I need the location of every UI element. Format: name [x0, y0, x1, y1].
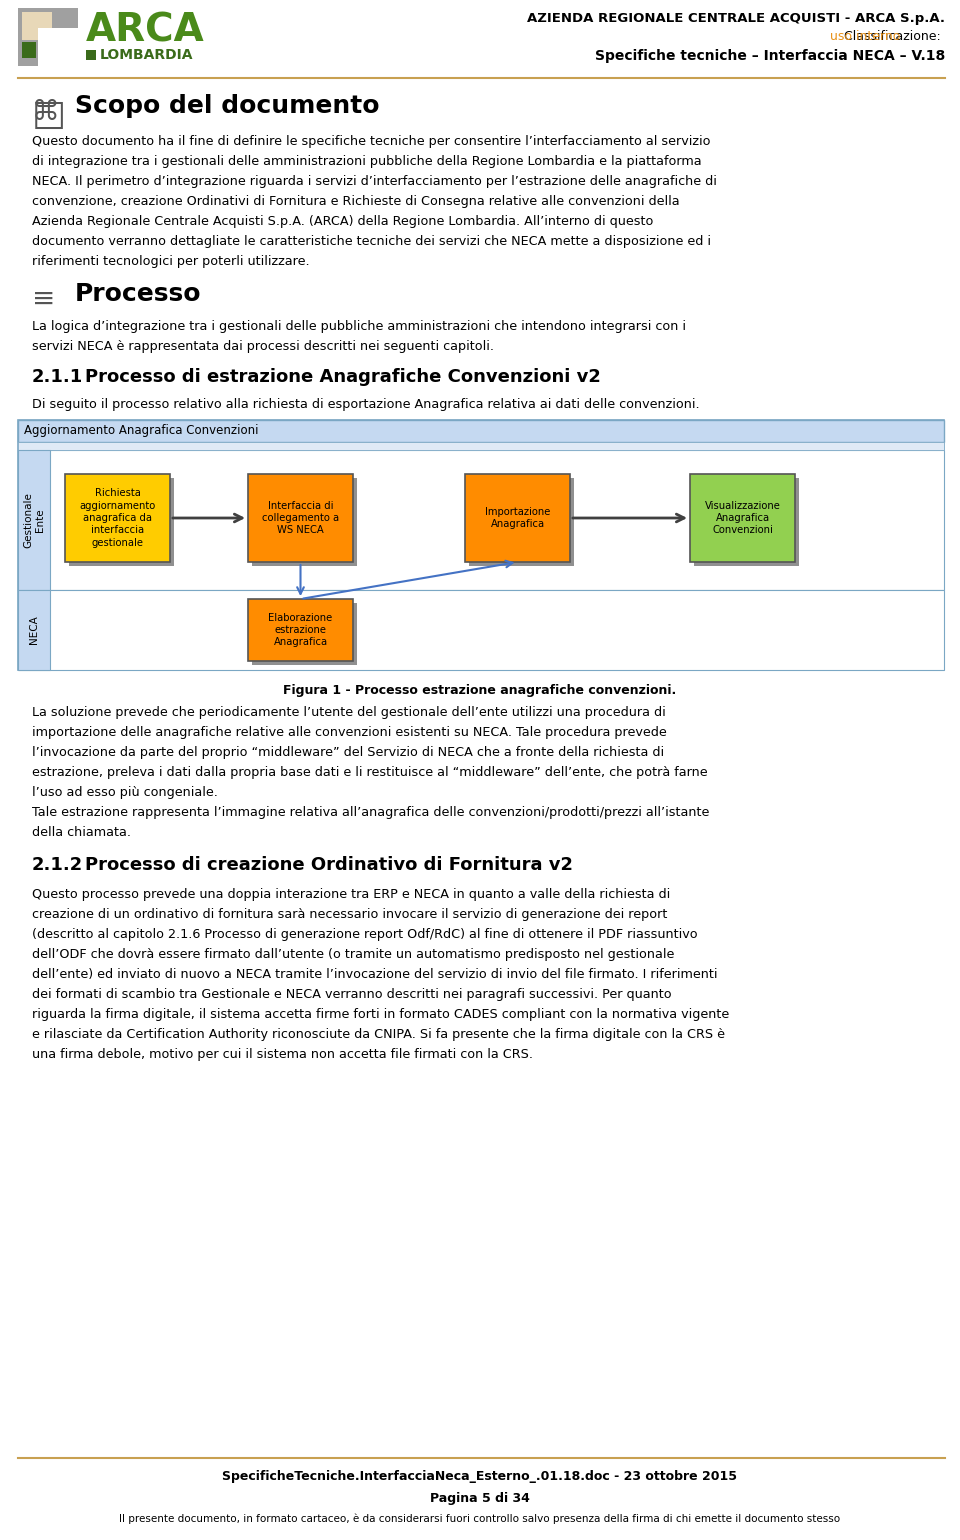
FancyBboxPatch shape: [86, 49, 96, 60]
Text: AZIENDA REGIONALE CENTRALE ACQUISTI - ARCA S.p.A.: AZIENDA REGIONALE CENTRALE ACQUISTI - AR…: [527, 12, 945, 25]
FancyBboxPatch shape: [22, 42, 36, 59]
Text: Processo di creazione Ordinativo di Fornitura v2: Processo di creazione Ordinativo di Forn…: [85, 856, 573, 875]
Text: 2.1.2: 2.1.2: [32, 856, 84, 875]
Text: SpecificheTecniche.InterfacciaNeca_Esterno_.01.18.doc - 23 ottobre 2015: SpecificheTecniche.InterfacciaNeca_Ester…: [223, 1471, 737, 1483]
Text: LOMBARDIA: LOMBARDIA: [100, 48, 194, 62]
Text: Processo di estrazione Anagrafiche Convenzioni v2: Processo di estrazione Anagrafiche Conve…: [85, 368, 601, 387]
Text: estrazione, preleva i dati dalla propria base dati e li restituisce al “middlewa: estrazione, preleva i dati dalla propria…: [32, 765, 708, 779]
FancyBboxPatch shape: [18, 8, 78, 66]
Text: e rilasciate da Certification Authority riconosciute da CNIPA. Si fa presente ch: e rilasciate da Certification Authority …: [32, 1029, 725, 1041]
Text: Di seguito il processo relativo alla richiesta di esportazione Anagrafica relati: Di seguito il processo relativo alla ric…: [32, 397, 700, 411]
FancyBboxPatch shape: [465, 474, 570, 562]
Text: Questo documento ha il fine di definire le specifiche tecniche per consentire l’: Questo documento ha il fine di definire …: [32, 136, 710, 148]
FancyBboxPatch shape: [18, 442, 944, 450]
Text: Aggiornamento Anagrafica Convenzioni: Aggiornamento Anagrafica Convenzioni: [24, 424, 258, 437]
Text: di integrazione tra i gestionali delle amministrazioni pubbliche della Regione L: di integrazione tra i gestionali delle a…: [32, 156, 702, 168]
Text: Interfaccia di
collegamento a
WS NECA: Interfaccia di collegamento a WS NECA: [262, 500, 339, 536]
FancyBboxPatch shape: [469, 477, 574, 567]
Text: Scopo del documento: Scopo del documento: [75, 94, 379, 119]
Text: l’invocazione da parte del proprio “middleware” del Servizio di NECA che a front: l’invocazione da parte del proprio “midd…: [32, 745, 664, 759]
Text: 2.1.1: 2.1.1: [32, 368, 84, 387]
Text: Pagina 5 di 34: Pagina 5 di 34: [430, 1492, 530, 1505]
FancyBboxPatch shape: [248, 474, 353, 562]
Text: creazione di un ordinativo di fornitura sarà necessario invocare il servizio di : creazione di un ordinativo di fornitura …: [32, 909, 667, 921]
Text: NECA. Il perimetro d’integrazione riguarda i servizi d’interfacciamento per l’es: NECA. Il perimetro d’integrazione riguar…: [32, 176, 717, 188]
Text: Processo: Processo: [75, 282, 202, 306]
Text: La soluzione prevede che periodicamente l’utente del gestionale dell’ente utiliz: La soluzione prevede che periodicamente …: [32, 705, 665, 719]
FancyBboxPatch shape: [22, 12, 52, 40]
Text: Figura 1 - Processo estrazione anagrafiche convenzioni.: Figura 1 - Processo estrazione anagrafic…: [283, 684, 677, 698]
Text: NECA: NECA: [29, 616, 39, 644]
Text: uso interno: uso interno: [830, 29, 900, 43]
Text: (descritto al capitolo 2.1.6 Processo di generazione report Odf/RdC) al fine di : (descritto al capitolo 2.1.6 Processo di…: [32, 929, 698, 941]
FancyBboxPatch shape: [252, 477, 357, 567]
Text: importazione delle anagrafiche relative alle convenzioni esistenti su NECA. Tale: importazione delle anagrafiche relative …: [32, 725, 667, 739]
Text: dei formati di scambio tra Gestionale e NECA verranno descritti nei paragrafi su: dei formati di scambio tra Gestionale e …: [32, 989, 672, 1001]
Text: La logica d’integrazione tra i gestionali delle pubbliche amministrazioni che in: La logica d’integrazione tra i gestional…: [32, 320, 686, 333]
Text: riguarda la firma digitale, il sistema accetta firme forti in formato CADES comp: riguarda la firma digitale, il sistema a…: [32, 1009, 730, 1021]
FancyBboxPatch shape: [690, 474, 795, 562]
Text: ⌘: ⌘: [32, 99, 60, 126]
Text: Specifiche tecniche – Interfaccia NECA – V.18: Specifiche tecniche – Interfaccia NECA –…: [595, 49, 945, 63]
Text: Elaborazione
estrazione
Anagrafica: Elaborazione estrazione Anagrafica: [269, 613, 332, 647]
Text: Importazione
Anagrafica: Importazione Anagrafica: [485, 507, 550, 530]
Text: Visualizzazione
Anagrafica
Convenzioni: Visualizzazione Anagrafica Convenzioni: [705, 500, 780, 536]
Text: convenzione, creazione Ordinativi di Fornitura e Richieste di Consegna relative : convenzione, creazione Ordinativi di For…: [32, 196, 680, 208]
FancyBboxPatch shape: [18, 450, 50, 590]
Text: una firma debole, motivo per cui il sistema non accetta file firmati con la CRS.: una firma debole, motivo per cui il sist…: [32, 1049, 533, 1061]
FancyBboxPatch shape: [38, 28, 82, 69]
Text: Il presente documento, in formato cartaceo, è da considerarsi fuori controllo sa: Il presente documento, in formato cartac…: [119, 1514, 841, 1525]
Text: Azienda Regionale Centrale Acquisti S.p.A. (ARCA) della Regione Lombardia. All’i: Azienda Regionale Centrale Acquisti S.p.…: [32, 216, 654, 228]
FancyBboxPatch shape: [248, 599, 353, 661]
Text: documento verranno dettagliate le caratteristiche tecniche dei servizi che NECA : documento verranno dettagliate le caratt…: [32, 236, 711, 248]
FancyBboxPatch shape: [18, 590, 50, 670]
FancyBboxPatch shape: [694, 477, 799, 567]
Text: l’uso ad esso più congeniale.: l’uso ad esso più congeniale.: [32, 785, 218, 799]
Text: servizi NECA è rappresentata dai processi descritti nei seguenti capitoli.: servizi NECA è rappresentata dai process…: [32, 340, 494, 353]
FancyBboxPatch shape: [18, 450, 944, 590]
Text: □: □: [32, 99, 66, 132]
Text: Classificazione:: Classificazione:: [844, 29, 945, 43]
Text: Tale estrazione rappresenta l’immagine relativa all’anagrafica delle convenzioni: Tale estrazione rappresenta l’immagine r…: [32, 805, 709, 819]
Text: Questo processo prevede una doppia interazione tra ERP e NECA in quanto a valle : Questo processo prevede una doppia inter…: [32, 889, 670, 901]
FancyBboxPatch shape: [69, 477, 174, 567]
FancyBboxPatch shape: [65, 474, 170, 562]
Text: Gestionale
Ente: Gestionale Ente: [23, 493, 45, 548]
FancyBboxPatch shape: [252, 604, 357, 665]
Text: dell’ente) ed inviato di nuovo a NECA tramite l’invocazione del servizio di invi: dell’ente) ed inviato di nuovo a NECA tr…: [32, 969, 717, 981]
Text: riferimenti tecnologici per poterli utilizzare.: riferimenti tecnologici per poterli util…: [32, 256, 310, 268]
Text: dell’ODF che dovrà essere firmato dall’utente (o tramite un automatismo predispo: dell’ODF che dovrà essere firmato dall’u…: [32, 949, 674, 961]
FancyBboxPatch shape: [18, 420, 944, 670]
Text: ≡: ≡: [32, 285, 56, 313]
FancyBboxPatch shape: [18, 590, 944, 670]
FancyBboxPatch shape: [18, 420, 944, 442]
Text: della chiamata.: della chiamata.: [32, 825, 131, 839]
Text: ARCA: ARCA: [86, 11, 204, 49]
Text: Richiesta
aggiornamento
anagrafica da
interfaccia
gestionale: Richiesta aggiornamento anagrafica da in…: [80, 488, 156, 548]
